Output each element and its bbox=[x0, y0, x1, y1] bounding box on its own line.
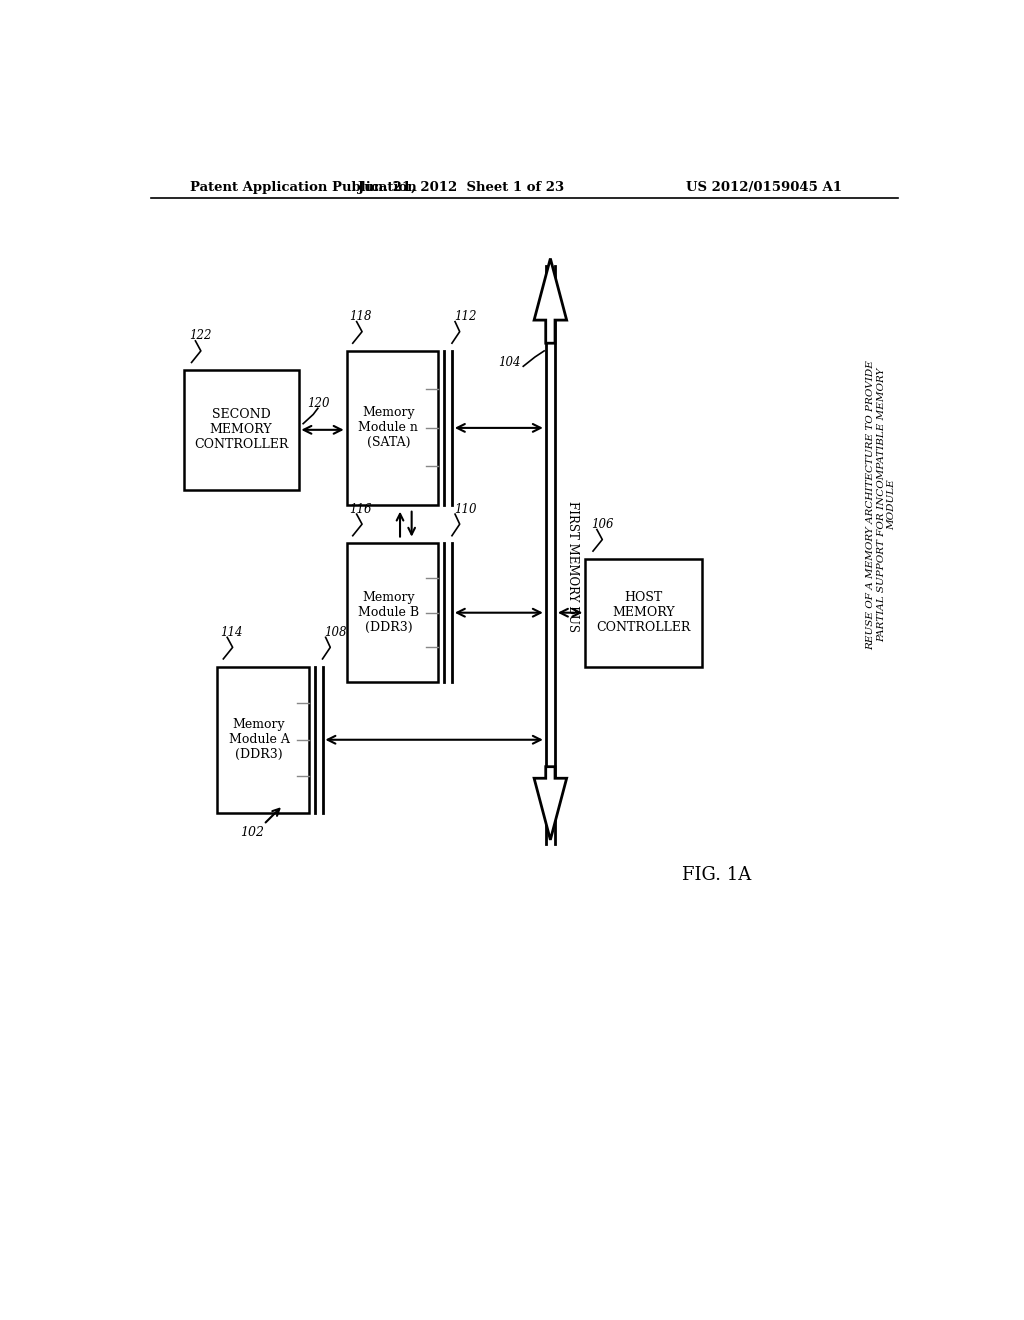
Polygon shape bbox=[535, 259, 566, 343]
Text: Patent Application Publication: Patent Application Publication bbox=[190, 181, 417, 194]
Polygon shape bbox=[535, 767, 566, 840]
Text: FIRST MEMORY BUS: FIRST MEMORY BUS bbox=[566, 502, 579, 632]
Text: FIG. 1A: FIG. 1A bbox=[682, 866, 752, 883]
Text: REUSE OF A MEMORY ARCHITECTURE TO PROVIDE
PARTIAL SUPPORT FOR INCOMPATIBLE MEMOR: REUSE OF A MEMORY ARCHITECTURE TO PROVID… bbox=[866, 360, 896, 649]
Bar bbox=[586, 558, 701, 667]
Text: 114: 114 bbox=[220, 626, 243, 639]
Text: 112: 112 bbox=[454, 310, 476, 323]
Text: SECOND
MEMORY
CONTROLLER: SECOND MEMORY CONTROLLER bbox=[194, 408, 289, 451]
Text: 110: 110 bbox=[454, 503, 476, 516]
Text: 104: 104 bbox=[499, 356, 521, 370]
Bar bbox=[217, 667, 308, 813]
Text: 106: 106 bbox=[591, 517, 613, 531]
Text: Memory
Module n
(SATA): Memory Module n (SATA) bbox=[358, 407, 419, 449]
Text: Memory
Module A
(DDR3): Memory Module A (DDR3) bbox=[228, 718, 290, 762]
Bar bbox=[346, 544, 438, 682]
Text: 102: 102 bbox=[240, 825, 264, 838]
Bar bbox=[183, 370, 299, 490]
Text: 108: 108 bbox=[325, 626, 347, 639]
Bar bbox=[346, 351, 438, 506]
Text: Jun. 21, 2012  Sheet 1 of 23: Jun. 21, 2012 Sheet 1 of 23 bbox=[358, 181, 564, 194]
Text: 120: 120 bbox=[307, 397, 330, 409]
Text: US 2012/0159045 A1: US 2012/0159045 A1 bbox=[685, 181, 842, 194]
Text: 118: 118 bbox=[349, 310, 372, 323]
Text: 116: 116 bbox=[349, 503, 372, 516]
Text: 122: 122 bbox=[189, 330, 212, 342]
Text: HOST
MEMORY
CONTROLLER: HOST MEMORY CONTROLLER bbox=[596, 591, 690, 634]
Text: Memory
Module B
(DDR3): Memory Module B (DDR3) bbox=[357, 591, 419, 634]
